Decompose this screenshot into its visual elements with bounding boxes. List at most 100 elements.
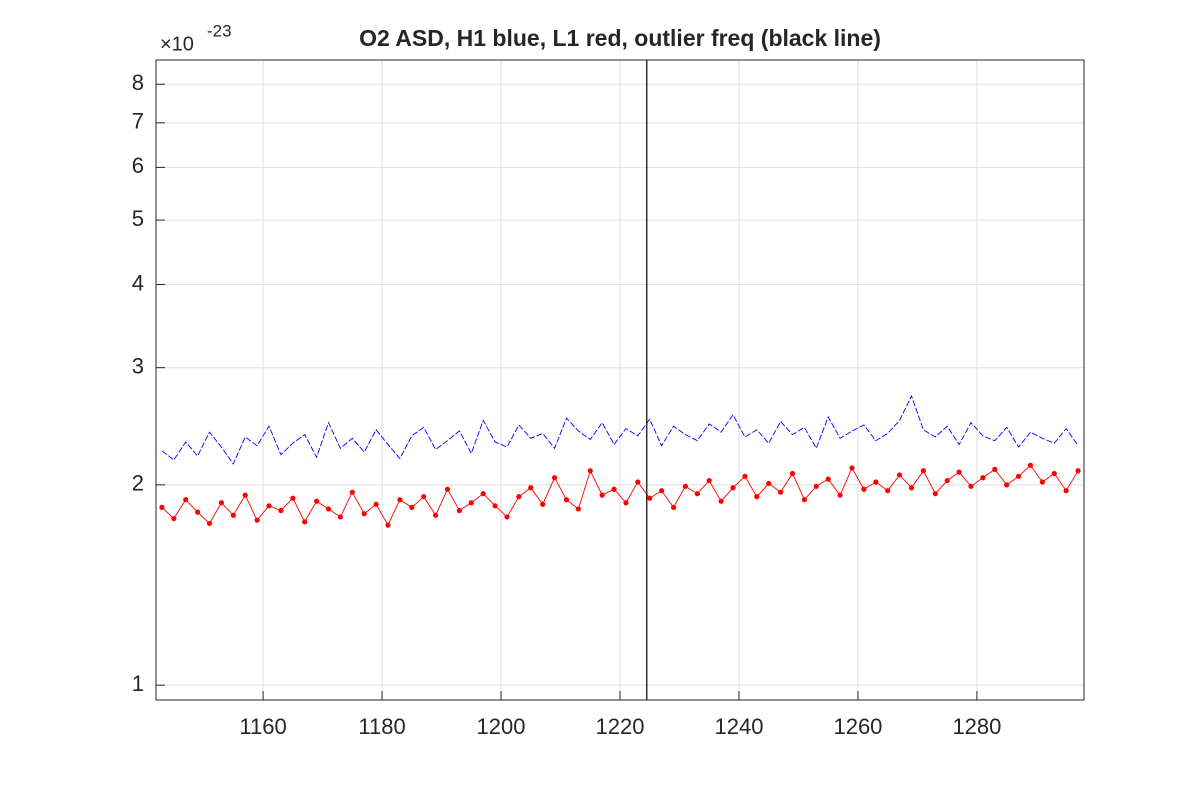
marker <box>480 491 486 497</box>
y-tick-label: 6 <box>132 153 144 178</box>
marker <box>432 512 439 518</box>
marker <box>397 497 403 503</box>
marker <box>421 494 427 500</box>
marker <box>766 480 772 487</box>
marker <box>587 468 593 474</box>
marker <box>1004 482 1010 488</box>
y-tick-label: 1 <box>132 671 144 696</box>
marker <box>444 486 451 492</box>
marker <box>730 485 736 491</box>
marker <box>754 494 760 500</box>
marker <box>992 466 998 472</box>
series-line <box>161 464 1079 527</box>
marker <box>611 486 617 492</box>
marker <box>801 497 808 503</box>
marker <box>528 485 534 491</box>
marker <box>230 512 236 518</box>
marker <box>516 494 522 500</box>
marker <box>361 511 367 517</box>
marker <box>706 477 712 484</box>
marker <box>563 497 570 503</box>
x-tick-label: 1260 <box>833 714 882 739</box>
marker <box>932 491 938 497</box>
marker <box>789 470 796 477</box>
axes-box <box>155 59 1085 701</box>
marker <box>968 483 974 489</box>
marker <box>504 514 510 520</box>
marker <box>849 465 855 471</box>
y-tick-label: 5 <box>132 206 144 231</box>
y-scale-exponent: -23 <box>207 21 232 40</box>
marker <box>218 500 225 506</box>
marker <box>159 504 165 510</box>
marker <box>492 503 498 509</box>
marker <box>1051 470 1057 477</box>
marker <box>742 473 748 479</box>
marker <box>885 488 891 494</box>
marker <box>718 498 724 504</box>
marker <box>349 489 355 495</box>
marker <box>409 504 415 510</box>
chart-title: O2 ASD, H1 blue, L1 red, outlier freq (b… <box>359 25 881 51</box>
x-tick-label: 1160 <box>239 714 286 739</box>
marker <box>623 500 629 506</box>
marker <box>682 483 689 489</box>
marker <box>575 506 581 512</box>
marker <box>314 498 320 504</box>
marker <box>920 468 926 474</box>
marker <box>1075 468 1081 474</box>
marker <box>551 475 558 481</box>
x-tick-label: 1220 <box>596 714 645 739</box>
marker <box>302 519 308 525</box>
marker <box>206 520 213 527</box>
marker <box>254 517 260 523</box>
y-tick-label: 7 <box>132 109 144 134</box>
y-tick-label: 3 <box>132 354 144 379</box>
marker <box>813 483 819 489</box>
marker <box>385 522 391 528</box>
marker <box>1063 488 1069 494</box>
marker <box>659 488 665 494</box>
marker <box>778 489 784 495</box>
marker <box>373 501 379 507</box>
marker <box>456 507 462 514</box>
marker <box>278 507 284 514</box>
marker <box>540 501 546 507</box>
marker <box>195 509 201 515</box>
marker <box>337 514 344 520</box>
marker <box>325 506 332 512</box>
marker <box>896 472 903 478</box>
marker <box>670 504 677 510</box>
marker <box>171 515 177 522</box>
marker <box>1039 479 1045 485</box>
marker <box>980 475 986 481</box>
marker <box>183 497 189 503</box>
x-tick-label: 1280 <box>952 714 1001 739</box>
marker <box>837 492 843 498</box>
x-tick-label: 1240 <box>714 714 763 739</box>
marker <box>956 469 962 475</box>
marker <box>635 479 641 485</box>
marker <box>861 486 867 492</box>
marker <box>694 491 700 497</box>
marker <box>1027 462 1034 468</box>
series-line <box>161 394 1079 465</box>
marker <box>290 495 296 501</box>
y-tick-label: 2 <box>132 471 144 496</box>
marker <box>825 476 831 482</box>
marker <box>266 503 272 509</box>
y-tick-label: 8 <box>132 70 144 95</box>
marker <box>242 492 248 498</box>
marker <box>944 477 950 484</box>
x-tick-label: 1200 <box>477 714 526 739</box>
marker <box>647 495 653 501</box>
marker <box>1015 473 1022 479</box>
y-tick-label: 4 <box>132 270 144 295</box>
y-scale-base: ×10 <box>160 33 194 55</box>
marker <box>468 500 474 506</box>
marker <box>908 485 915 491</box>
marker <box>599 492 605 498</box>
marker <box>873 479 879 485</box>
x-tick-label: 1180 <box>358 714 405 739</box>
